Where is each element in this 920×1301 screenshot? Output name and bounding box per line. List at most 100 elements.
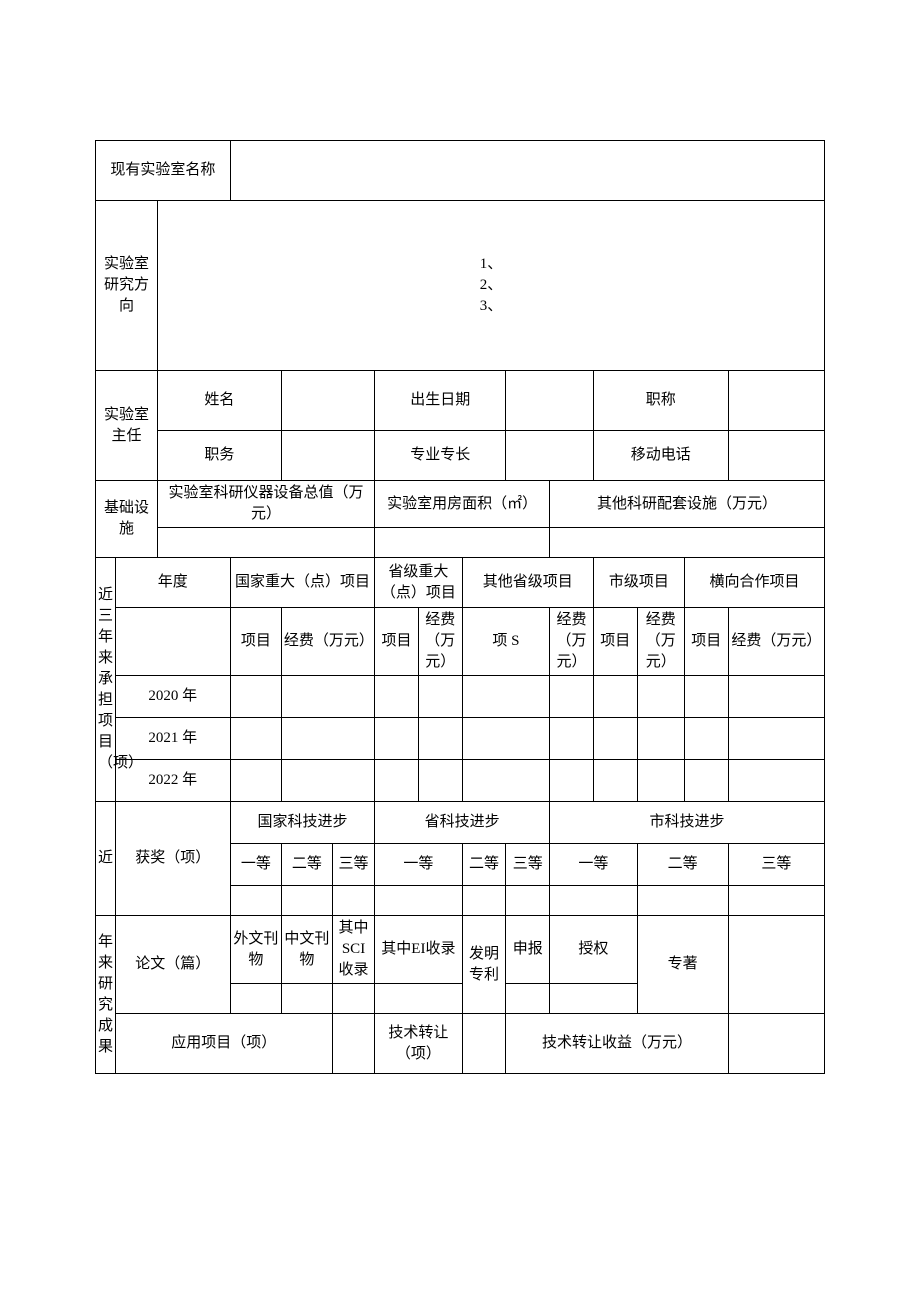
- cell: [728, 760, 824, 802]
- cell: [506, 984, 550, 1014]
- p1: 一等: [375, 844, 462, 886]
- proj-h2: 项目: [375, 608, 419, 676]
- cell: [728, 718, 824, 760]
- results-section-bottom: 年来研究成果: [96, 916, 116, 1074]
- cell: [418, 760, 462, 802]
- nat-sci: 国家科技进步: [230, 802, 374, 844]
- cell: [230, 718, 281, 760]
- cell: [550, 886, 637, 916]
- mobile-label: 移动电话: [593, 431, 728, 481]
- tech-income: 技术转让收益（万元）: [506, 1014, 728, 1074]
- cell: [230, 676, 281, 718]
- cell: [637, 718, 684, 760]
- other-prov-label: 其他省级项目: [462, 558, 593, 608]
- cell: [550, 984, 637, 1014]
- year-label: 年度: [115, 558, 230, 608]
- cell: [593, 718, 637, 760]
- c2: 二等: [637, 844, 728, 886]
- city-sci: 市科技进步: [550, 802, 825, 844]
- sci: 其中SCI收录: [332, 916, 374, 984]
- proj-h1: 项目: [230, 608, 281, 676]
- cell: [281, 718, 374, 760]
- cell: [462, 760, 549, 802]
- fee-h1: 经费（万元）: [281, 608, 374, 676]
- tech-trans-val: [462, 1014, 506, 1074]
- proj-h3: 项 S: [462, 608, 549, 676]
- duty-value: [281, 431, 374, 481]
- area-value: [375, 528, 550, 558]
- cell: [281, 984, 332, 1014]
- cell: [230, 760, 281, 802]
- cell: [375, 886, 462, 916]
- patent: 发明专利: [462, 916, 506, 1014]
- cell: [332, 886, 374, 916]
- cell: [230, 984, 281, 1014]
- specialty-label: 专业专长: [375, 431, 506, 481]
- year-blank: [115, 608, 230, 676]
- name-label: 姓名: [157, 371, 281, 431]
- equipment-value: [157, 528, 374, 558]
- lab-name-value: [230, 141, 824, 201]
- tech-trans: 技术转让（项）: [375, 1014, 462, 1074]
- facility-section: 基础设施: [96, 481, 158, 558]
- cell: [550, 676, 594, 718]
- area-label: 实验室用房面积（㎡）: [375, 481, 550, 528]
- cell: [637, 760, 684, 802]
- cell: [375, 718, 419, 760]
- cell: [728, 886, 824, 916]
- app-proj-val: [332, 1014, 374, 1074]
- cell: [462, 886, 506, 916]
- mono: 专著: [637, 916, 728, 1014]
- cell: [230, 886, 281, 916]
- award-label: 获奖（项）: [115, 802, 230, 916]
- c3: 三等: [728, 844, 824, 886]
- cell: [375, 676, 419, 718]
- p3: 三等: [506, 844, 550, 886]
- cell: [506, 886, 550, 916]
- mobile-value: [728, 431, 824, 481]
- cell: [684, 760, 728, 802]
- cell: [684, 718, 728, 760]
- proj-h4: 项目: [593, 608, 637, 676]
- direction-label: 实验室研究方向: [96, 201, 158, 371]
- birth-label: 出生日期: [375, 371, 506, 431]
- chinese: 中文刊物: [281, 916, 332, 984]
- apply: 申报: [506, 916, 550, 984]
- provincial-label: 省级重大（点）项目: [375, 558, 462, 608]
- national-label: 国家重大（点）项目: [230, 558, 374, 608]
- cell: [462, 676, 549, 718]
- cell: [550, 760, 594, 802]
- prov-sci: 省科技进步: [375, 802, 550, 844]
- c1: 一等: [550, 844, 637, 886]
- paper-label: 论文（篇）: [115, 916, 230, 1014]
- cell: [375, 760, 419, 802]
- app-proj: 应用项目（项）: [115, 1014, 332, 1074]
- cell: [462, 718, 549, 760]
- cell: [637, 676, 684, 718]
- n2: 二等: [281, 844, 332, 886]
- cell: [593, 676, 637, 718]
- horizontal-label: 横向合作项目: [684, 558, 824, 608]
- cell: [418, 718, 462, 760]
- results-section-top: 近: [96, 802, 116, 916]
- n1: 一等: [230, 844, 281, 886]
- lab-form-table: 现有实验室名称 实验室研究方向 1、 2、 3、 实验室主任 姓名 出生日期 职…: [95, 140, 825, 1074]
- name-value: [281, 371, 374, 431]
- proj-h5: 项目: [684, 608, 728, 676]
- cell: [637, 886, 728, 916]
- specialty-value: [506, 431, 593, 481]
- cell: [375, 984, 462, 1014]
- form-page: 现有实验室名称 实验室研究方向 1、 2、 3、 实验室主任 姓名 出生日期 职…: [0, 0, 920, 1301]
- cell: [332, 984, 374, 1014]
- p2: 二等: [462, 844, 506, 886]
- cell: [418, 676, 462, 718]
- cell: [593, 760, 637, 802]
- fee-h5: 经费（万元）: [728, 608, 824, 676]
- foreign: 外文刊物: [230, 916, 281, 984]
- cell: [281, 760, 374, 802]
- mono-value: [728, 916, 824, 1014]
- cell: [728, 676, 824, 718]
- tech-income-val: [728, 1014, 824, 1074]
- other-value: [550, 528, 825, 558]
- year-2020: 2020 年: [115, 676, 230, 718]
